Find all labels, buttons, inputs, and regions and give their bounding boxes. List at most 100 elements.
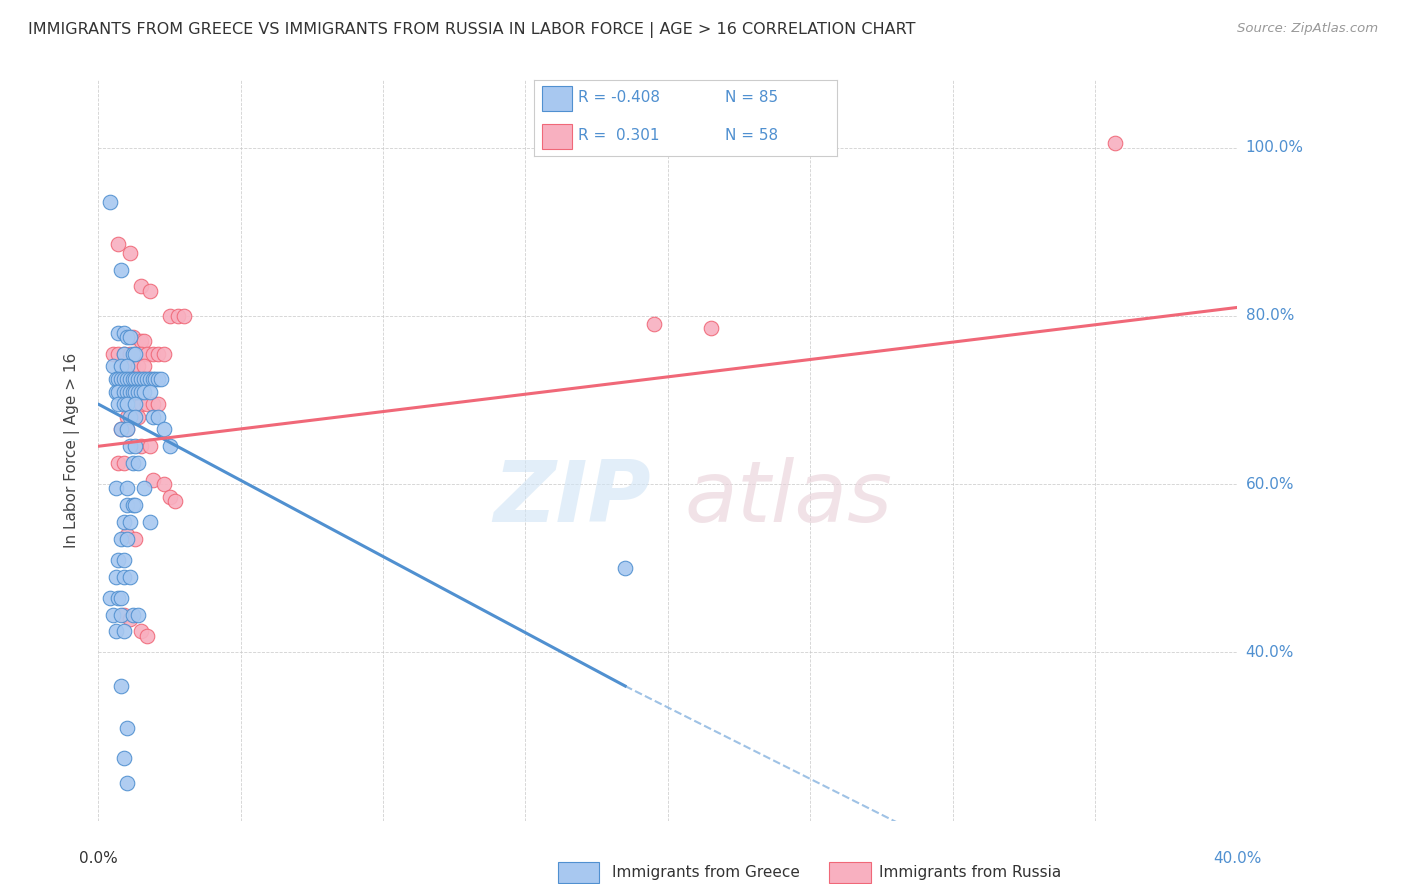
Point — [141, 473, 163, 487]
Point — [150, 372, 173, 386]
Point — [118, 347, 141, 361]
Point — [148, 372, 170, 386]
Point — [132, 481, 155, 495]
Point — [121, 456, 143, 470]
Point — [118, 384, 141, 399]
Point — [112, 384, 135, 399]
Point — [135, 629, 157, 643]
Point — [124, 384, 146, 399]
Text: R =  0.301: R = 0.301 — [578, 128, 659, 143]
Point — [110, 359, 132, 374]
Point — [141, 372, 163, 386]
Point — [129, 384, 152, 399]
Point — [104, 569, 127, 583]
Point — [115, 422, 138, 436]
Point — [165, 494, 187, 508]
Point — [110, 679, 132, 693]
Bar — [541, 124, 572, 149]
Point — [110, 532, 132, 546]
Point — [110, 422, 132, 436]
Point — [132, 384, 155, 399]
Point — [129, 372, 152, 386]
Point — [112, 569, 135, 583]
Point — [98, 195, 121, 210]
Point — [124, 409, 146, 424]
Point — [118, 612, 141, 626]
Point — [127, 607, 149, 622]
Point — [132, 372, 155, 386]
Point — [118, 245, 141, 260]
Point — [132, 372, 155, 386]
Point — [112, 607, 135, 622]
Point — [127, 409, 149, 424]
Point — [115, 481, 138, 495]
Point — [107, 372, 129, 386]
Point — [167, 309, 190, 323]
Point — [112, 326, 135, 340]
Point — [129, 334, 152, 348]
Text: ZIP: ZIP — [494, 457, 651, 540]
Point — [115, 372, 138, 386]
Point — [132, 359, 155, 374]
Text: Immigrants from Russia: Immigrants from Russia — [879, 865, 1062, 880]
Point — [124, 384, 146, 399]
Point — [115, 776, 138, 790]
Point — [138, 384, 160, 399]
Point — [112, 515, 135, 529]
Point — [115, 372, 138, 386]
Point — [115, 498, 138, 512]
Point — [110, 422, 132, 436]
Point — [173, 309, 195, 323]
Point — [127, 456, 149, 470]
Point — [121, 347, 143, 361]
Point — [135, 397, 157, 411]
Point — [153, 347, 176, 361]
Text: Source: ZipAtlas.com: Source: ZipAtlas.com — [1237, 22, 1378, 36]
Point — [129, 624, 152, 639]
Point — [127, 372, 149, 386]
Point — [138, 372, 160, 386]
Point — [121, 372, 143, 386]
Point — [107, 553, 129, 567]
Point — [1104, 136, 1126, 151]
Point — [118, 372, 141, 386]
Point — [115, 527, 138, 541]
Point — [138, 439, 160, 453]
Point — [115, 330, 138, 344]
Point — [115, 397, 138, 411]
Point — [104, 481, 127, 495]
Y-axis label: In Labor Force | Age > 16: In Labor Force | Age > 16 — [65, 353, 80, 548]
Point — [118, 409, 141, 424]
Point — [121, 359, 143, 374]
Point — [148, 409, 170, 424]
Point — [159, 309, 181, 323]
Point — [129, 439, 152, 453]
Point — [148, 347, 170, 361]
Point — [115, 409, 138, 424]
Point — [124, 347, 146, 361]
Point — [112, 347, 135, 361]
Text: 40.0%: 40.0% — [1213, 851, 1261, 866]
Point — [135, 372, 157, 386]
Point — [115, 359, 138, 374]
Text: 0.0%: 0.0% — [79, 851, 118, 866]
Point — [159, 439, 181, 453]
Point — [124, 498, 146, 512]
Point — [110, 372, 132, 386]
Point — [121, 607, 143, 622]
Point — [107, 237, 129, 252]
Point — [614, 561, 637, 575]
Point — [112, 750, 135, 764]
Point — [153, 422, 176, 436]
Point — [124, 532, 146, 546]
Point — [118, 569, 141, 583]
Point — [107, 347, 129, 361]
Text: 100.0%: 100.0% — [1246, 140, 1303, 155]
Point — [112, 372, 135, 386]
Point — [135, 347, 157, 361]
Point — [121, 330, 143, 344]
Point — [115, 422, 138, 436]
Text: 60.0%: 60.0% — [1246, 476, 1294, 491]
Point — [110, 372, 132, 386]
Point — [148, 397, 170, 411]
